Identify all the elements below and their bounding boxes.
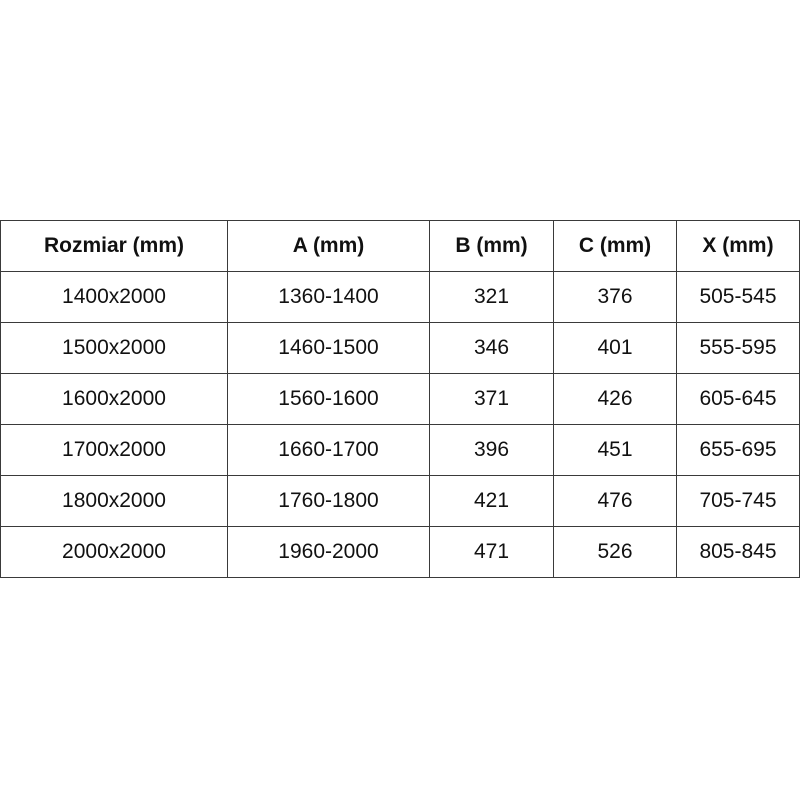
- table-cell: 1460-1500: [227, 322, 430, 374]
- table-cell: 421: [429, 475, 554, 527]
- dimensions-table: Rozmiar (mm) A (mm) B (mm) C (mm) X (mm) 140…: [0, 220, 800, 578]
- table-cell: 705-745: [676, 475, 800, 527]
- table-cell: 1600x2000: [0, 373, 228, 425]
- column-header: Rozmiar (mm): [0, 220, 228, 272]
- column-header: A (mm): [227, 220, 430, 272]
- table-cell: 396: [429, 424, 554, 476]
- table-row: 1800x2000 1760-1800 421 476 705-745: [0, 475, 800, 527]
- header-row: Rozmiar (mm) A (mm) B (mm) C (mm) X (mm): [0, 220, 800, 272]
- table-cell: 1360-1400: [227, 271, 430, 323]
- table-cell: 1660-1700: [227, 424, 430, 476]
- table-cell: 1700x2000: [0, 424, 228, 476]
- table-row: 1400x2000 1360-1400 321 376 505-545: [0, 271, 800, 323]
- table-row: 1500x2000 1460-1500 346 401 555-595: [0, 322, 800, 374]
- table-cell: 1560-1600: [227, 373, 430, 425]
- table-cell: 1960-2000: [227, 526, 430, 578]
- table-cell: 655-695: [676, 424, 800, 476]
- column-header: B (mm): [429, 220, 554, 272]
- table-cell: 605-645: [676, 373, 800, 425]
- table-cell: 476: [553, 475, 677, 527]
- table-cell: 505-545: [676, 271, 800, 323]
- table-cell: 1400x2000: [0, 271, 228, 323]
- table-cell: 526: [553, 526, 677, 578]
- table-cell: 451: [553, 424, 677, 476]
- table-row: 1700x2000 1660-1700 396 451 655-695: [0, 424, 800, 476]
- table-cell: 1500x2000: [0, 322, 228, 374]
- column-header: X (mm): [676, 220, 800, 272]
- table-cell: 346: [429, 322, 554, 374]
- table-cell: 401: [553, 322, 677, 374]
- table-cell: 471: [429, 526, 554, 578]
- table-cell: 426: [553, 373, 677, 425]
- table-row: 1600x2000 1560-1600 371 426 605-645: [0, 373, 800, 425]
- table-row: 2000x2000 1960-2000 471 526 805-845: [0, 526, 800, 578]
- table-cell: 1800x2000: [0, 475, 228, 527]
- table-cell: 376: [553, 271, 677, 323]
- table-cell: 1760-1800: [227, 475, 430, 527]
- table-cell: 2000x2000: [0, 526, 228, 578]
- table-cell: 371: [429, 373, 554, 425]
- table-cell: 321: [429, 271, 554, 323]
- column-header: C (mm): [553, 220, 677, 272]
- table-cell: 805-845: [676, 526, 800, 578]
- table-cell: 555-595: [676, 322, 800, 374]
